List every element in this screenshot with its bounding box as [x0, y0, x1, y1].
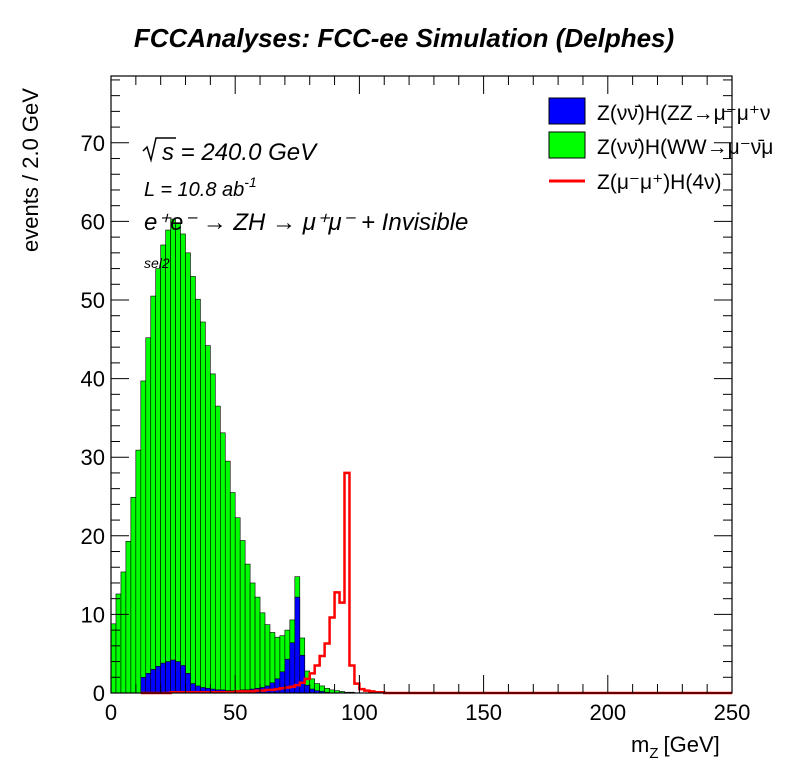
annotation-block: s = 240.0 GeV L = 10.8 ab-1 e⁺e⁻ → ZH → …: [142, 137, 468, 271]
bar-zzh-bin: [145, 673, 152, 694]
bar-zzh-bin: [165, 661, 171, 694]
legend-label: Z(μ⁻μ⁺)H(4ν): [597, 171, 722, 194]
bar-wwh-bin: [180, 233, 186, 694]
bar-zzh-bin: [294, 596, 301, 694]
bar-wwh-bin: [175, 222, 181, 694]
x-tick-label: 200: [589, 700, 626, 725]
bar-zzh-bin: [160, 662, 166, 694]
bar-wwh-bin: [160, 244, 166, 694]
selection-annotation: sel2: [144, 255, 170, 271]
y-tick-label: 50: [81, 288, 105, 313]
bar-wwh-bin: [200, 321, 206, 694]
bar-wwh-bin: [165, 229, 171, 694]
chart-title: FCCAnalyses: FCC-ee Simulation (Delphes): [134, 23, 674, 53]
bar-wwh-bin: [264, 624, 271, 694]
bar-zzh-bin: [140, 676, 147, 694]
legend-label: Z(νν̄)H(ZZ→μ⁻μ⁺ν: [597, 102, 771, 125]
y-tick-label: 20: [81, 524, 105, 549]
bar-wwh-bin: [249, 582, 256, 694]
process-annotation: e⁺e⁻ → ZH → μ⁺μ⁻ + Invisible: [144, 209, 468, 236]
bar-wwh-bin: [254, 596, 261, 694]
plot-area: 0 50 100 150 200 250 0 10 20 30 40 50 60 70: [81, 75, 751, 725]
legend-swatch: [548, 97, 586, 125]
bar-wwh-bin: [215, 405, 221, 694]
bar-zzh-bin: [180, 665, 186, 694]
bar-wwh-bin: [234, 517, 241, 694]
bar-wwh-bin: [150, 295, 157, 694]
bar-zzh-bin: [185, 673, 191, 694]
bar-zzh-bin: [170, 659, 176, 694]
y-tick-label: 60: [81, 209, 105, 234]
bar-wwh-bin: [190, 276, 196, 694]
legend: Z(νν̄)H(ZZ→μ⁻μ⁺ν Z(νν̄)H(WW→μ⁻ν̄μ Z(μ⁻μ⁺)H…: [548, 97, 773, 194]
y-tick-label: 0: [93, 681, 105, 706]
sqrt-s-text: s = 240.0 GeV: [162, 139, 318, 166]
bar-wwh-bin: [155, 268, 161, 694]
bar-zzh-bin: [175, 661, 181, 694]
x-axis-label-unit: [GeV]: [664, 732, 720, 757]
y-tick-label: 70: [81, 131, 105, 156]
y-tick-label: 10: [81, 602, 105, 627]
bar-zzh-bin: [155, 665, 161, 694]
y-tick-label: 30: [81, 445, 105, 470]
x-tick-label: 50: [223, 700, 247, 725]
plot-frame: [110, 75, 733, 694]
legend-label: Z(νν̄)H(WW→μ⁻ν̄μ: [597, 136, 773, 159]
x-tick-label: 150: [465, 700, 502, 725]
x-tick-label: 100: [341, 700, 378, 725]
bar-wwh-bin: [239, 540, 246, 694]
bar-wwh-bin: [120, 571, 127, 694]
bar-zzh-bin: [299, 654, 306, 694]
line-zmumu-h4nu: [140, 471, 732, 695]
svg-text:mZ[GeV]: mZ [GeV]: [631, 732, 720, 762]
bar-wwh-bin: [224, 460, 231, 694]
bar-wwh-bin: [259, 612, 266, 694]
bar-wwh-bin: [145, 337, 152, 694]
bar-wwh-bin: [140, 380, 147, 694]
y-tick-label: 40: [81, 367, 105, 392]
lumi-exponent: -1: [244, 174, 256, 190]
bar-wwh-bin: [229, 492, 236, 694]
x-axis-label: mZ [GeV]: [631, 732, 720, 762]
sqrt-symbol-icon: [142, 137, 176, 163]
bar-zzh-bin: [150, 669, 157, 694]
bar-wwh-bin: [185, 252, 191, 694]
x-axis-label-main: m: [631, 732, 649, 757]
x-tick-label: 0: [105, 700, 117, 725]
bar-wwh-bin: [244, 563, 251, 694]
y-axis-label: events / 2.0 GeV: [18, 88, 43, 252]
bar-wwh-bin: [135, 449, 142, 694]
legend-swatch: [548, 131, 586, 159]
bar-zzh-bin: [304, 684, 311, 694]
lumi-annotation: L = 10.8 ab-1: [144, 174, 257, 201]
bar-wwh-bin: [125, 541, 132, 694]
lumi-text: L = 10.8 ab: [144, 179, 244, 201]
x-tick-label: 250: [714, 700, 751, 725]
bar-wwh-bin: [195, 298, 201, 694]
bar-wwh-bin: [219, 432, 226, 694]
bar-wwh-bin: [210, 373, 216, 694]
bar-wwh-bin: [110, 623, 117, 694]
bar-wwh-bin: [115, 593, 122, 694]
bar-wwh-bin: [205, 345, 211, 694]
bar-wwh-bin: [170, 218, 176, 694]
x-axis-label-sub: Z: [649, 745, 658, 762]
bar-wwh-bin: [130, 496, 137, 694]
sqrt-s-annotation: s = 240.0 GeV: [142, 137, 318, 166]
